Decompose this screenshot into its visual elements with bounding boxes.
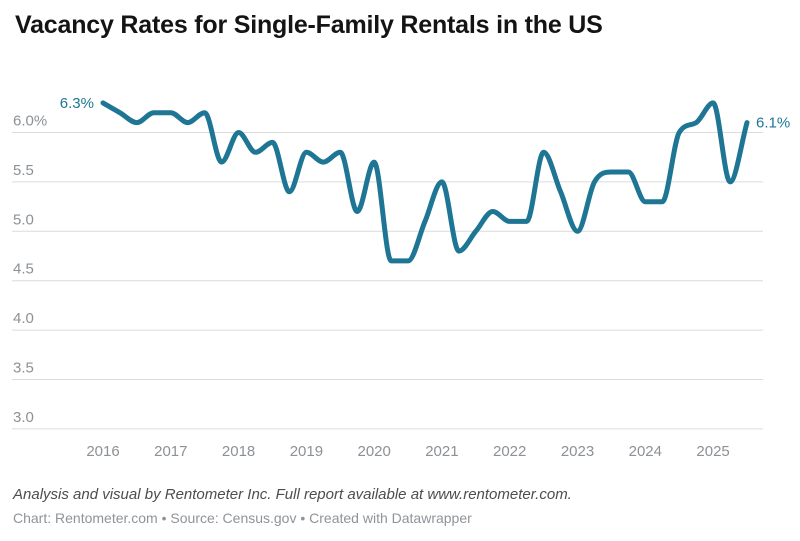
x-axis-label: 2019 [290, 443, 323, 460]
start-value-label: 6.3% [60, 95, 94, 112]
chart-credit: Chart: Rentometer.com • Source: Census.g… [13, 510, 472, 526]
chart-note: Analysis and visual by Rentometer Inc. F… [13, 486, 572, 503]
x-axis-label: 2022 [493, 443, 526, 460]
y-axis-label: 3.5 [13, 360, 34, 377]
end-value-label: 6.1% [756, 115, 790, 132]
x-axis-label: 2020 [358, 443, 391, 460]
x-axis-label: 2017 [154, 443, 187, 460]
y-axis-label: 4.0 [13, 310, 34, 327]
y-axis-label: 4.5 [13, 261, 34, 278]
chart-title: Vacancy Rates for Single-Family Rentals … [15, 11, 603, 39]
y-axis-label: 5.0 [13, 211, 34, 228]
y-axis-label: 6.0% [13, 113, 47, 130]
vacancy-rate-line [100, 100, 750, 264]
x-axis-label: 2018 [222, 443, 255, 460]
x-axis-label: 2024 [629, 443, 662, 460]
x-axis-label: 2023 [561, 443, 594, 460]
y-axis-label: 5.5 [13, 162, 34, 179]
x-axis-label: 2016 [86, 443, 119, 460]
x-axis-label: 2021 [425, 443, 458, 460]
x-axis-label: 2025 [696, 443, 729, 460]
y-axis-label: 3.0 [13, 409, 34, 426]
